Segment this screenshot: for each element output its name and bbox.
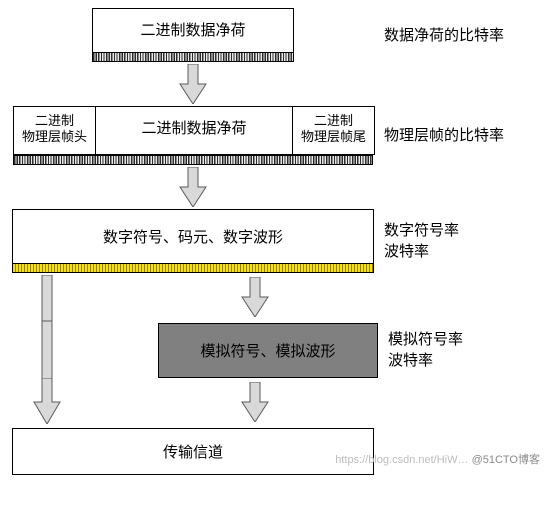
node-channel: 传输信道 xyxy=(12,428,374,475)
node-analog-text: 模拟符号、模拟波形 xyxy=(159,324,377,377)
node-channel-text: 传输信道 xyxy=(13,429,373,474)
node-payload-text: 二进制数据净荷 xyxy=(93,9,293,52)
arrow-symbol-analog xyxy=(240,277,270,322)
node-symbol-text: 数字符号、码元、数字波形 xyxy=(13,210,373,263)
arrow-down-icon xyxy=(240,382,270,422)
row-frame: 二进制 物理层帧头 二进制数据净荷 二进制 物理层帧尾 物理层帧的比特率 xyxy=(8,106,544,165)
row-symbol: 数字符号、码元、数字波形 数字符号率 波特率 xyxy=(8,209,544,273)
hatch-payload xyxy=(93,52,293,61)
left-col: 数字符号、码元、数字波形 xyxy=(8,209,378,273)
arrow-analog-channel xyxy=(240,382,270,427)
arrow-frame-symbol xyxy=(8,167,378,207)
arrow-down-icon xyxy=(178,167,208,207)
arrow-down-icon xyxy=(32,378,62,424)
node-payload: 二进制数据净荷 xyxy=(92,8,294,62)
frame-header-l2: 物理层帧头 xyxy=(22,129,87,144)
label-analog-l1: 模拟符号率 xyxy=(388,331,463,348)
left-col: 二进制 物理层帧头 二进制数据净荷 二进制 物理层帧尾 xyxy=(8,106,378,165)
frame-trailer-l1: 二进制 xyxy=(314,113,353,128)
label-symbol: 数字符号率 波特率 xyxy=(378,220,544,262)
label-analog-l2: 波特率 xyxy=(388,352,433,369)
arrow-down-icon xyxy=(240,277,270,317)
node-analog: 模拟符号、模拟波形 xyxy=(158,323,378,378)
row-payload: 二进制数据净荷 数据净荷的比特率 xyxy=(8,8,544,62)
watermark-url: https://blog.csdn.net/HiW… xyxy=(335,454,468,466)
frame-cells: 二进制 物理层帧头 二进制数据净荷 二进制 物理层帧尾 xyxy=(13,106,375,155)
arrow-stem-icon xyxy=(32,321,62,380)
frame-header-cell: 二进制 物理层帧头 xyxy=(14,107,95,154)
label-symbol-l1: 数字符号率 xyxy=(384,222,459,239)
arrow-payload-frame xyxy=(8,64,378,104)
hatch-symbol xyxy=(13,263,373,272)
left-col: 模拟符号、模拟波形 xyxy=(8,323,382,378)
label-analog: 模拟符号率 波特率 xyxy=(382,329,544,371)
arrow-row-to-channel xyxy=(8,380,378,426)
label-payload: 数据净荷的比特率 xyxy=(378,25,544,46)
row-channel: 传输信道 https://blog.csdn.net/HiW… @51CTO博客 xyxy=(8,428,544,475)
row-analog: 模拟符号、模拟波形 模拟符号率 波特率 xyxy=(8,323,544,378)
left-col: 传输信道 xyxy=(8,428,378,475)
watermark-tag: @51CTO博客 xyxy=(472,454,540,466)
watermark: https://blog.csdn.net/HiW… @51CTO博客 xyxy=(335,451,540,467)
node-frame: 二进制 物理层帧头 二进制数据净荷 二进制 物理层帧尾 xyxy=(13,106,373,165)
arrow-row-symbol-out xyxy=(8,275,378,321)
label-symbol-l2: 波特率 xyxy=(384,243,429,260)
arrow-long-head xyxy=(32,378,62,429)
frame-header-l1: 二进制 xyxy=(35,113,74,128)
arrow-long-seg1 xyxy=(32,275,62,326)
frame-trailer-cell: 二进制 物理层帧尾 xyxy=(292,107,374,154)
arrow-stem-icon xyxy=(32,275,62,321)
arrow-down-icon xyxy=(178,64,208,104)
frame-payload-cell: 二进制数据净荷 xyxy=(95,107,292,154)
left-col: 二进制数据净荷 xyxy=(8,8,378,62)
hatch-frame xyxy=(13,155,373,165)
arrow-long-seg2 xyxy=(32,321,62,380)
frame-trailer-l2: 物理层帧尾 xyxy=(301,129,366,144)
label-frame: 物理层帧的比特率 xyxy=(378,125,544,146)
node-symbol: 数字符号、码元、数字波形 xyxy=(12,209,374,273)
